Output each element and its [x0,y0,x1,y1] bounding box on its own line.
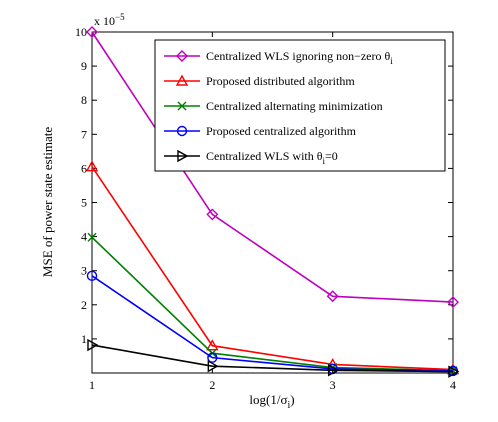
data-point [448,365,460,378]
legend-swatch-marker [176,125,188,137]
data-point [86,26,98,38]
legend-label: Centralized WLS with θi=0 [206,149,338,166]
series-line [91,275,454,372]
y-tick-label: 10 [75,25,87,39]
data-point [447,296,459,309]
x-tick-label: 1 [89,378,95,392]
y-exponent-label: x 10−5 [94,12,125,28]
series-line [91,166,454,371]
data-point [86,270,98,282]
series-group [85,26,460,378]
legend-box [154,39,446,172]
data-point [207,352,218,363]
y-tick-label: 6 [81,161,87,175]
x-axis-label: log(1/σi) [249,392,294,411]
data-point [326,290,339,303]
data-point [85,160,99,172]
legend-entry: Centralized WLS with θi=0 [164,149,338,166]
legend-swatch-marker [177,149,189,163]
legend-entry: Proposed centralized algorithm [164,124,357,138]
legend-swatch-marker [175,74,189,86]
legend-label: Proposed distributed algorithm [206,74,355,88]
y-tick-label: 1 [81,332,87,346]
series-4 [87,338,460,378]
legend-entry: Centralized alternating minimization [164,99,383,113]
data-point [87,232,97,242]
legend: Centralized WLS ignoring non−zero θi Prop… [154,39,446,172]
y-tick-label: 3 [81,264,87,278]
legend-entry: Proposed distributed algorithm [164,74,355,88]
y-tick-label: 9 [81,59,87,73]
y-axis-label: MSE of power state estimate [40,127,55,277]
y-tick-label: 7 [81,127,87,141]
legend-entry: Centralized WLS ignoring non−zero θi [164,49,393,66]
legend-label: Proposed centralized algorithm [206,124,357,138]
legend-swatch-marker [176,50,188,62]
series-line [91,236,454,372]
data-point [206,208,219,221]
axis-ticks: 1 2 3 4 1 2 3 4 5 6 7 8 9 10 [75,25,456,392]
legend-label: Centralized WLS ignoring non−zero θi [206,49,393,66]
data-point [207,359,219,373]
series-line [91,31,454,303]
y-tick-label: 5 [81,196,87,210]
legend-label: Centralized alternating minimization [206,99,383,113]
series-line [91,344,454,373]
y-tick-label: 8 [81,93,87,107]
legend-swatch-marker [177,101,187,111]
y-tick-label: 4 [81,230,87,244]
data-point [327,364,340,377]
x-tick-label: 4 [450,378,456,392]
data-point [206,339,219,351]
data-point [87,338,99,352]
x-tick-label: 3 [330,378,336,392]
y-tick-label: 2 [81,298,87,312]
x-tick-label: 2 [209,378,215,392]
series-0 [86,26,459,309]
